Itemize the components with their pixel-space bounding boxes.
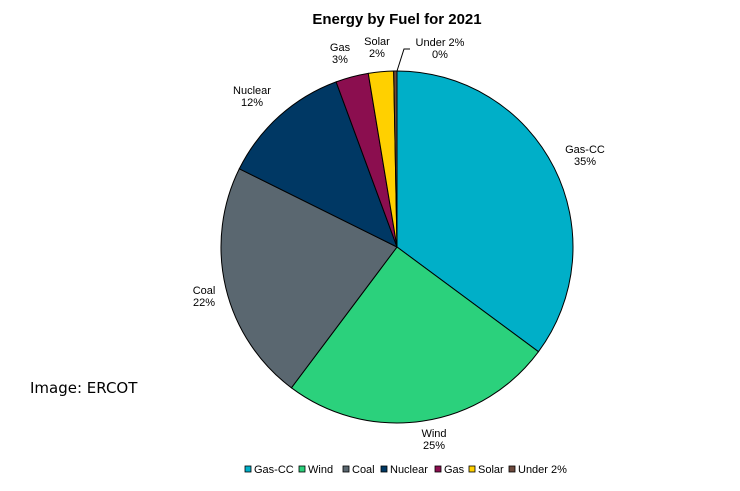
slice-label-gas: Gas 3% xyxy=(330,42,351,66)
legend-label-gas: Gas xyxy=(444,464,465,476)
slice-label-solar: Solar 2% xyxy=(364,36,390,60)
slice-label-under-2: Under 2% 0% xyxy=(416,37,465,61)
legend-swatch-nuclear xyxy=(380,465,388,473)
chart-title: Energy by Fuel for 2021 xyxy=(312,11,481,28)
pie-slice-coal xyxy=(220,168,398,389)
legend-swatch-gas-cc xyxy=(244,465,252,473)
legend-swatch-wind xyxy=(298,465,306,473)
legend-swatch-under-2 xyxy=(508,465,516,473)
legend-label-coal: Coal xyxy=(352,464,375,476)
legend-item-nuclear: Nuclear xyxy=(380,464,428,476)
legend-item-gas: Gas xyxy=(434,464,465,476)
slice-label-coal: Coal 22% xyxy=(193,285,216,309)
pie-slice-under-2 xyxy=(393,70,398,248)
slice-labels: Gas-CC 35% Wind 25% Coal 22% Nuclear 12% Gas 3% So… xyxy=(193,36,605,452)
legend-label-wind: Wind xyxy=(308,464,333,476)
slice-label-wind: Wind 25% xyxy=(421,428,446,452)
legend-label-nuclear: Nuclear xyxy=(390,464,428,476)
legend-swatch-solar xyxy=(468,465,476,473)
legend-item-wind: Wind xyxy=(298,464,333,476)
legend-item-solar: Solar xyxy=(468,464,504,476)
pie-slice-wind xyxy=(290,246,540,424)
pie-slice-nuclear xyxy=(238,81,398,249)
slice-label-nuclear: Nuclear 12% xyxy=(233,85,271,109)
legend-label-gas-cc: Gas-CC xyxy=(254,464,294,476)
legend-item-under-2: Under 2% xyxy=(508,464,567,476)
legend-swatch-coal xyxy=(342,465,350,473)
legend-item-gas-cc: Gas-CC xyxy=(244,464,294,476)
leader-line-under-2 xyxy=(396,48,410,72)
legend-label-under-2: Under 2% xyxy=(518,464,567,476)
legend-item-coal: Coal xyxy=(342,464,375,476)
image-credit: Image: ERCOT xyxy=(30,379,138,397)
pie-slice-gas-cc xyxy=(396,70,574,353)
legend: Gas-CC Wind Coal Nuclear Gas Solar Under 2% xyxy=(244,464,567,476)
legend-label-solar: Solar xyxy=(478,464,504,476)
legend-swatch-gas xyxy=(434,465,442,473)
slice-label-gas-cc: Gas-CC 35% xyxy=(565,144,605,168)
pie-slices xyxy=(220,70,574,424)
